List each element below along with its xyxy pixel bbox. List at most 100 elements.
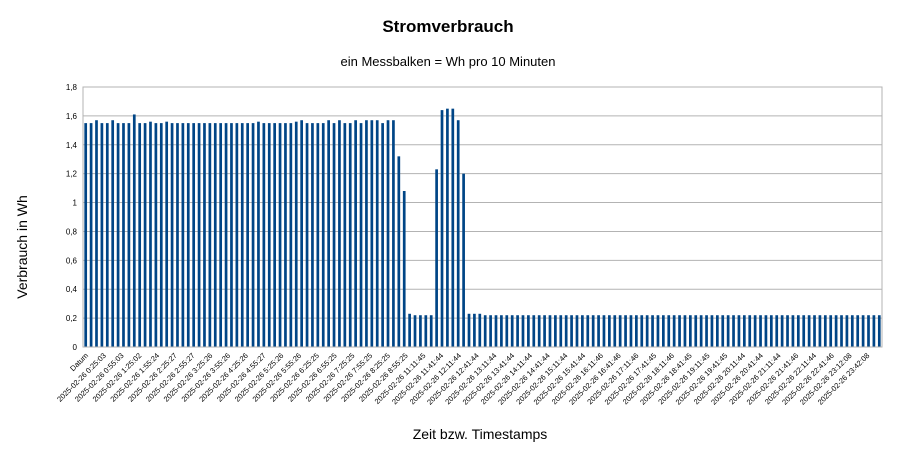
y-tick-label: 1,4 xyxy=(66,141,78,150)
bar xyxy=(186,123,190,347)
bar xyxy=(721,315,725,347)
bar xyxy=(381,123,384,347)
bar xyxy=(861,315,865,347)
bar xyxy=(500,315,503,347)
bar xyxy=(343,123,347,347)
bar xyxy=(316,123,320,347)
bar xyxy=(678,315,681,347)
bar xyxy=(127,123,131,347)
y-axis-title: Verbrauch in Wh xyxy=(14,195,30,299)
bar xyxy=(446,108,449,348)
bar xyxy=(267,123,271,347)
bar xyxy=(823,315,827,347)
bar xyxy=(662,315,665,347)
bar xyxy=(618,315,622,347)
bar xyxy=(311,123,314,347)
bar xyxy=(159,123,163,347)
bar xyxy=(672,315,676,347)
bar xyxy=(759,315,762,347)
bar xyxy=(289,123,293,347)
bar xyxy=(775,315,779,347)
bar xyxy=(807,315,811,347)
bar xyxy=(608,315,611,347)
bar xyxy=(386,120,390,347)
bar xyxy=(624,315,627,347)
bar xyxy=(424,315,428,347)
bar xyxy=(564,315,568,347)
bar xyxy=(554,315,557,347)
bar xyxy=(467,313,471,347)
bar xyxy=(726,315,730,347)
bar xyxy=(95,120,98,347)
bar xyxy=(516,315,519,347)
bar xyxy=(559,315,563,347)
bar xyxy=(435,169,438,347)
bar xyxy=(451,108,455,348)
bar xyxy=(829,315,833,347)
bar xyxy=(111,120,115,347)
bar xyxy=(100,123,104,347)
bar xyxy=(640,315,644,347)
plot-area-frame xyxy=(82,86,883,348)
bar xyxy=(440,110,444,347)
bar xyxy=(494,315,498,347)
bar xyxy=(489,315,492,347)
bar xyxy=(699,315,703,347)
bar xyxy=(462,173,465,347)
bar xyxy=(753,315,757,347)
gridlines xyxy=(83,86,882,348)
bar xyxy=(251,123,255,347)
bar xyxy=(840,315,843,347)
bar xyxy=(688,315,692,347)
bar xyxy=(543,315,546,347)
y-tick-label: 1,8 xyxy=(66,83,78,92)
bar xyxy=(132,114,136,347)
bar xyxy=(354,120,357,347)
bar xyxy=(586,315,590,347)
bar xyxy=(419,315,422,347)
bar xyxy=(732,315,735,347)
bar xyxy=(877,315,881,347)
y-tick-label: 1 xyxy=(73,199,78,208)
bar xyxy=(397,156,401,347)
bar xyxy=(278,123,282,347)
bar xyxy=(116,123,120,347)
bar xyxy=(705,315,708,347)
bar xyxy=(294,121,298,348)
bar xyxy=(235,123,239,347)
bar xyxy=(710,315,714,347)
bar xyxy=(872,315,876,347)
bar xyxy=(327,120,330,347)
bar xyxy=(224,123,228,347)
bar xyxy=(262,123,266,347)
bar xyxy=(629,315,633,347)
y-axis-ticks: 0 0,2 0,4 0,6 0,8 1 1,2 1,4 1,6 1,8 xyxy=(66,83,78,352)
bar xyxy=(613,315,617,347)
bar xyxy=(413,315,417,347)
bar xyxy=(165,121,169,348)
bar xyxy=(570,315,573,347)
chart-subtitle: ein Messbalken = Wh pro 10 Minuten xyxy=(341,54,556,69)
bar xyxy=(89,123,93,347)
chart-title: Stromverbrauch xyxy=(382,17,513,36)
bar xyxy=(737,315,741,347)
y-tick-label: 0,6 xyxy=(66,256,78,265)
bar xyxy=(375,120,379,347)
bar xyxy=(786,315,789,347)
bar xyxy=(408,313,411,347)
bar xyxy=(300,120,303,347)
bar xyxy=(143,123,147,347)
bar xyxy=(240,123,244,347)
bar xyxy=(748,315,752,347)
bar xyxy=(813,315,816,347)
bar xyxy=(548,315,552,347)
bar xyxy=(305,123,309,347)
bar xyxy=(791,315,795,347)
x-axis-title: Zeit bzw. Timestamps xyxy=(413,426,548,442)
bar xyxy=(154,123,158,347)
bar xyxy=(764,315,768,347)
bar xyxy=(213,123,217,347)
bar xyxy=(429,315,433,347)
